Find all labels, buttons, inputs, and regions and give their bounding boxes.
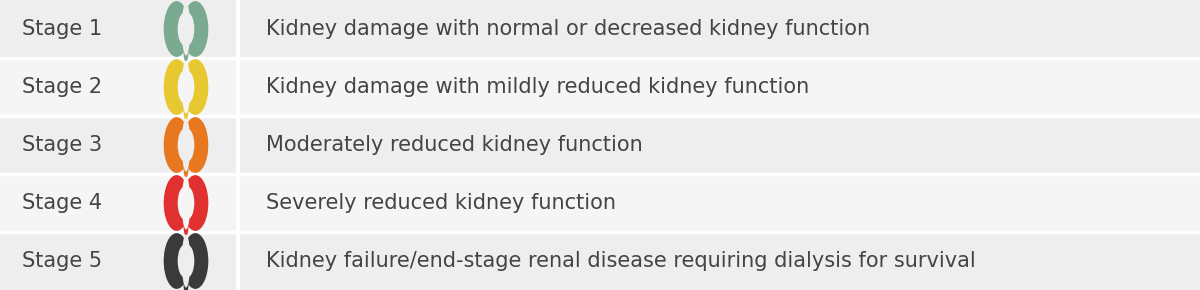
Ellipse shape	[181, 71, 194, 103]
Ellipse shape	[181, 13, 194, 45]
Ellipse shape	[181, 187, 194, 219]
Ellipse shape	[178, 71, 191, 103]
Ellipse shape	[182, 175, 209, 231]
Text: Stage 4: Stage 4	[22, 193, 102, 213]
Ellipse shape	[182, 233, 209, 289]
Ellipse shape	[181, 61, 191, 113]
Ellipse shape	[184, 157, 188, 178]
Ellipse shape	[163, 117, 190, 173]
Text: Stage 5: Stage 5	[22, 251, 102, 271]
Text: Stage 2: Stage 2	[22, 77, 102, 97]
Text: Stage 3: Stage 3	[22, 135, 102, 155]
FancyBboxPatch shape	[0, 0, 1200, 58]
Text: Kidney failure/end-stage renal disease requiring dialysis for survival: Kidney failure/end-stage renal disease r…	[266, 251, 976, 271]
Ellipse shape	[181, 177, 191, 229]
Ellipse shape	[178, 245, 191, 277]
Ellipse shape	[178, 13, 191, 45]
Text: Moderately reduced kidney function: Moderately reduced kidney function	[266, 135, 643, 155]
Ellipse shape	[163, 175, 190, 231]
Ellipse shape	[181, 245, 194, 277]
Ellipse shape	[182, 117, 209, 173]
Ellipse shape	[181, 235, 191, 287]
Text: Kidney damage with mildly reduced kidney function: Kidney damage with mildly reduced kidney…	[266, 77, 810, 97]
Ellipse shape	[163, 1, 190, 57]
FancyBboxPatch shape	[0, 232, 1200, 290]
Ellipse shape	[184, 215, 188, 236]
Ellipse shape	[182, 1, 209, 57]
Text: Stage 1: Stage 1	[22, 19, 102, 39]
Ellipse shape	[181, 3, 191, 55]
Ellipse shape	[178, 187, 191, 219]
Ellipse shape	[163, 59, 190, 115]
Ellipse shape	[182, 59, 209, 115]
Text: Severely reduced kidney function: Severely reduced kidney function	[266, 193, 617, 213]
Ellipse shape	[181, 129, 194, 161]
FancyBboxPatch shape	[0, 116, 1200, 174]
FancyBboxPatch shape	[0, 174, 1200, 232]
Ellipse shape	[184, 41, 188, 62]
Ellipse shape	[163, 233, 190, 289]
Ellipse shape	[184, 273, 188, 290]
Text: Kidney damage with normal or decreased kidney function: Kidney damage with normal or decreased k…	[266, 19, 870, 39]
Ellipse shape	[184, 99, 188, 120]
Ellipse shape	[178, 129, 191, 161]
Ellipse shape	[181, 119, 191, 171]
FancyBboxPatch shape	[0, 58, 1200, 116]
